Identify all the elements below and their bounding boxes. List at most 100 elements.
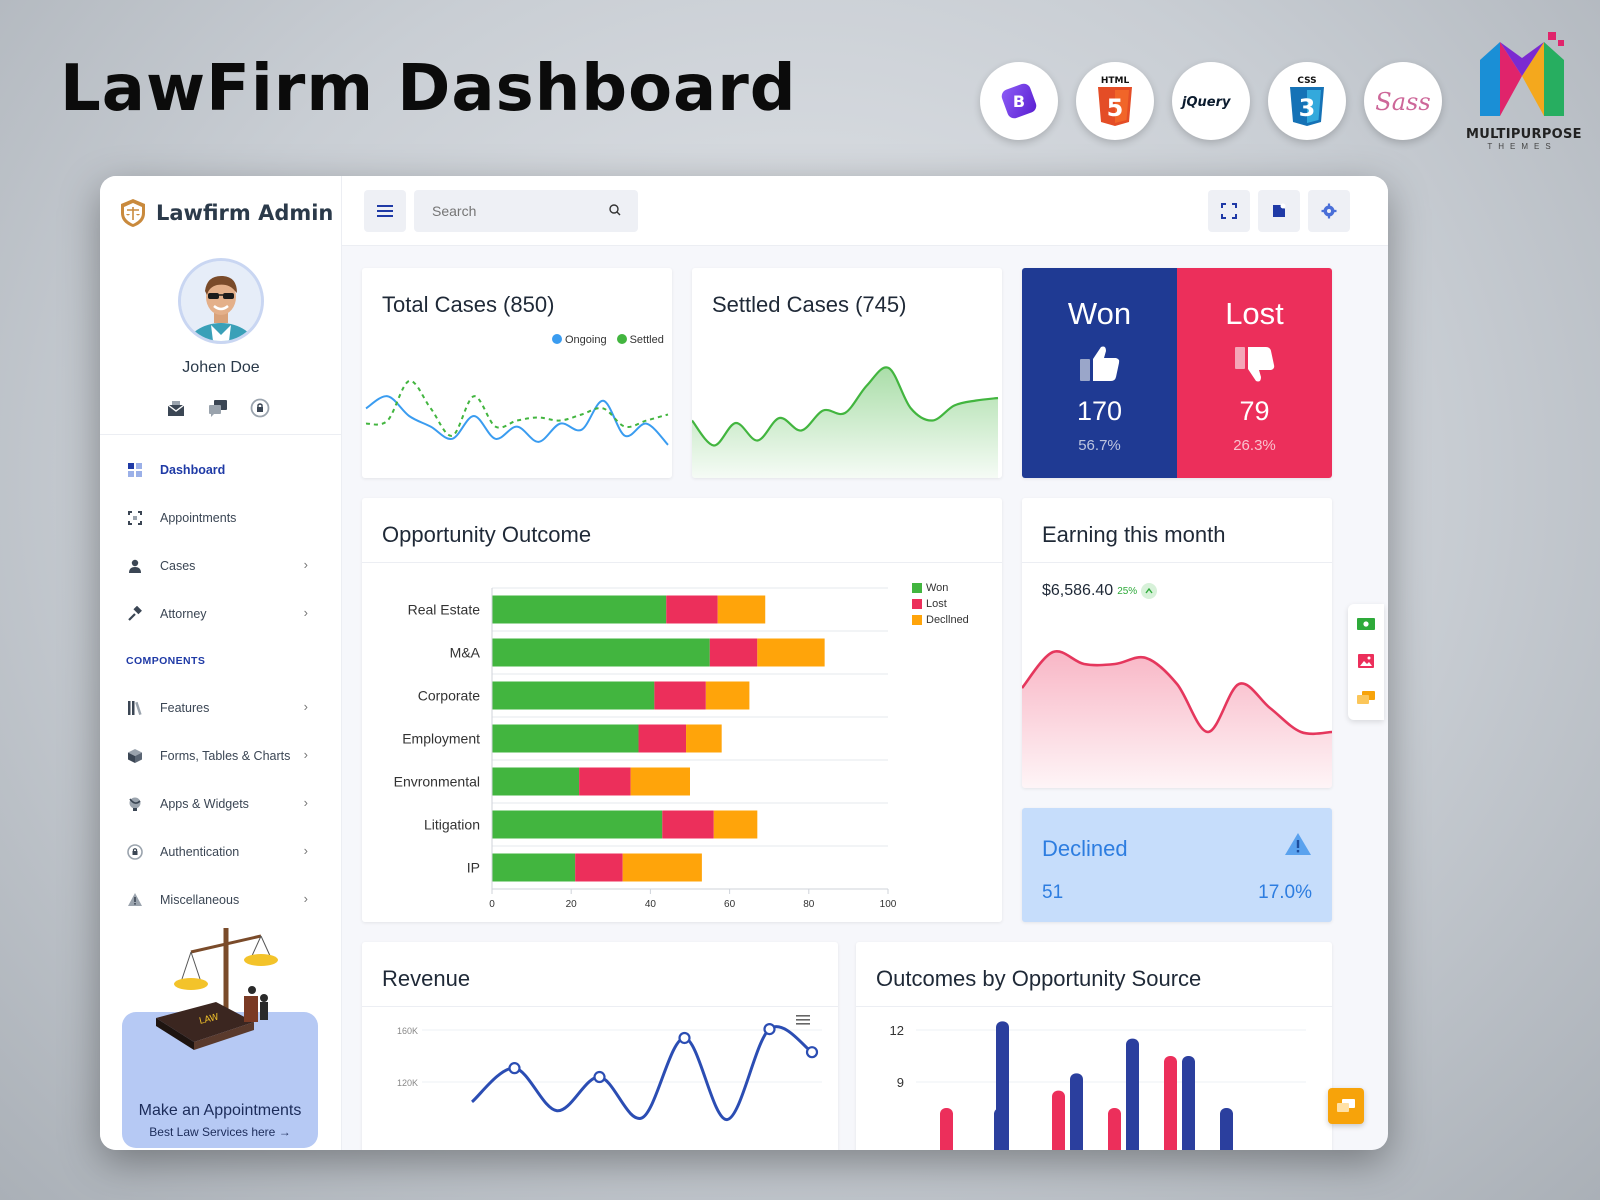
bar-won [492,724,639,753]
fullscreen-button[interactable] [1208,190,1250,232]
outcomes-source-title: Outcomes by Opportunity Source [876,966,1202,991]
sidebar-item-label: Miscellaneous [160,893,240,907]
area-line [692,366,999,447]
bar-won [492,810,663,839]
x-tick-label: 20 [566,899,578,910]
brand-sub: THEMES [1487,142,1557,151]
y-tick-label: 120K [397,1078,418,1088]
bar-won [492,638,710,667]
declined-percent: 17.0% [1258,882,1312,903]
sidebar-item-cases[interactable]: Cases › [100,542,342,590]
opportunity-legend: Won Lost Decllned [912,580,969,628]
declined-label: Declined [1042,836,1128,861]
bar-series-1 [1182,1056,1195,1150]
promo-card-link[interactable]: Best Law Services here → [149,1125,291,1139]
sidebar-divider [100,434,342,435]
bar-won [492,853,576,882]
shield-scales-icon [121,199,145,227]
total-cases-chart [365,380,669,446]
lost-count: 79 [1239,396,1270,426]
earning-summary: $6,586.40 25% [1042,582,1158,600]
legend-ongoing[interactable]: Ongoing [552,334,607,346]
sidebar-item-label: Apps & Widgets [160,797,249,811]
legend-settled[interactable]: Settled [616,334,664,346]
bar-lost [709,638,758,667]
chevron-right-icon: › [303,699,308,714]
notifications-button[interactable] [1258,190,1300,232]
sidebar-item-label: Cases [160,559,196,573]
outcomes-source-card: Outcomes by Opportunity Source 12 9 [856,942,1332,1150]
sidebar-item-apps-widgets[interactable]: Apps & Widgets › [100,780,342,828]
sidebar-item-dashboard[interactable]: Dashboard [100,446,342,494]
sidebar-brand[interactable]: Lawfirm Admin [120,198,333,228]
search-icon[interactable] [608,203,622,222]
sidebar-item-appointments[interactable]: Appointments [100,494,342,542]
settings-button[interactable] [1308,190,1350,232]
chat-icon[interactable] [1348,681,1384,715]
card-divider [362,1006,838,1007]
avatar[interactable] [178,258,264,344]
won-lost-card: Won 170 56.7% Lost 79 26.3% [1022,268,1332,478]
bar-series-1 [996,1021,1009,1150]
series-line-ongoing [365,395,669,446]
lock-icon[interactable] [250,398,270,418]
y-tick-label: 160K [397,1026,418,1036]
declined-card: Declined 51 17.0% [1022,808,1332,922]
lost-panel: Lost 79 26.3% [1177,268,1332,478]
search-box [414,190,638,232]
box-icon [126,747,144,765]
sidebar-item-forms-tables-charts[interactable]: Forms, Tables & Charts › [100,732,342,780]
category-label: Real Estate [408,602,481,618]
legend-declined[interactable]: Decllned [912,612,969,628]
mail-icon[interactable] [166,398,186,418]
lost-label: Lost [1225,296,1284,331]
sidebar-item-authentication[interactable]: Authentication › [100,828,342,876]
bar-series-2 [1108,1108,1121,1150]
bar-decllned [630,767,690,796]
data-point [593,1070,606,1084]
total-cases-legend: Ongoing Settled [552,334,664,346]
lost-percent: 26.3% [1233,437,1276,454]
won-percent: 56.7% [1078,437,1121,454]
search-input[interactable] [414,190,584,232]
chart-menu-icon[interactable] [796,1014,812,1026]
legend-lost[interactable]: Lost [912,596,969,612]
bar-won [492,595,667,624]
chat-fab-button[interactable] [1328,1088,1364,1124]
data-point [678,1031,691,1045]
user-actions [166,398,270,418]
sidebar-item-label: Features [160,701,210,715]
data-point [508,1062,521,1075]
brand-name: MULTIPURPOSE [1466,127,1582,142]
x-tick-label: 100 [880,899,897,910]
x-tick-label: 40 [645,899,657,910]
chat-icon[interactable] [208,398,228,418]
sidebar-item-features[interactable]: Features › [100,684,342,732]
menu-toggle-button[interactable] [364,190,406,232]
cash-icon[interactable] [1348,607,1384,641]
app-window: Lawfirm Admin Johen Doe [100,176,1388,1150]
gear-icon [1321,203,1337,219]
hamburger-icon [377,205,393,217]
legend-dot-settled [616,334,627,344]
data-point [805,1046,819,1059]
bar-decllned [705,681,750,710]
gavel-icon [126,605,144,623]
grid-icon [126,461,144,479]
menu-section-components: COMPONENTS [126,655,206,667]
image-icon[interactable] [1348,644,1384,678]
sidebar-item-miscellaneous[interactable]: Miscellaneous › [100,876,342,924]
lock-icon [126,843,144,861]
brand-name-label: Lawfirm Admin [156,201,334,225]
series-line-settled [365,380,669,437]
topbar [342,176,1388,246]
legend-won[interactable]: Won [912,580,969,596]
bar-lost [662,810,714,839]
x-tick-label: 60 [724,899,736,910]
bar-series-1 [1220,1108,1233,1150]
sidebar-item-label: Dashboard [160,463,226,477]
frame-icon [126,509,144,527]
sidebar-item-attorney[interactable]: Attorney › [100,590,342,638]
legend-dot-ongoing [552,334,562,344]
card-divider [362,562,1002,563]
